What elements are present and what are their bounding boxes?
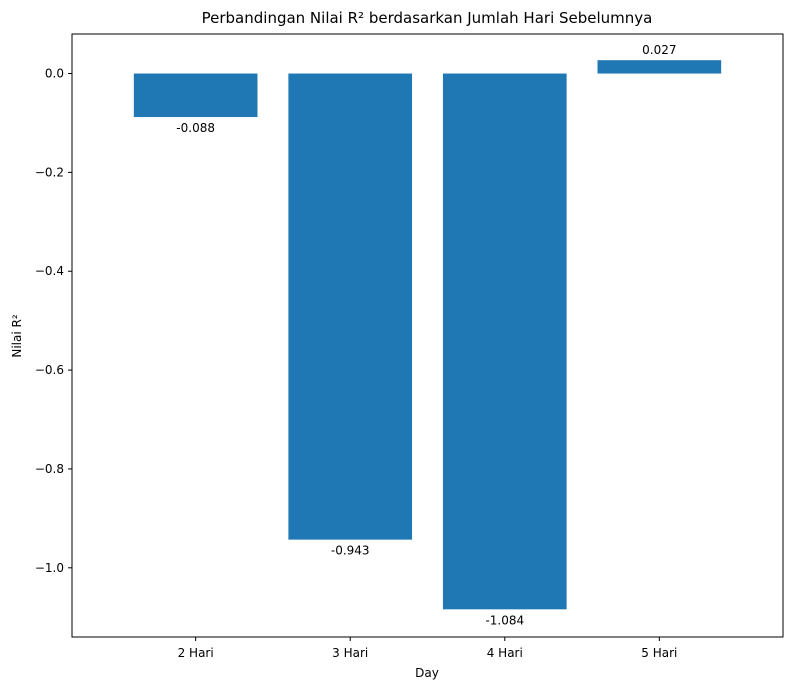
x-tick-label: 5 Hari — [641, 646, 677, 660]
y-tick-label: 0.0 — [45, 67, 64, 81]
bar-value-label: -1.084 — [485, 613, 524, 627]
bar-value-label: -0.088 — [176, 121, 215, 135]
y-axis-title: Nilai R² — [10, 314, 24, 357]
x-axis-title: Day — [415, 666, 439, 680]
chart-title: Perbandingan Nilai R² berdasarkan Jumlah… — [202, 9, 653, 27]
value-labels-group: -0.088 -0.943 -1.084 0.027 — [176, 43, 676, 627]
y-axis: 0.0 −0.2 −0.4 −0.6 −0.8 −1.0 — [35, 67, 72, 575]
x-tick-label: 4 Hari — [487, 646, 523, 660]
bar-value-label: -0.943 — [331, 544, 370, 558]
y-tick-label: −0.6 — [35, 363, 64, 377]
bar-value-label: 0.027 — [642, 43, 676, 57]
y-tick-label: −0.4 — [35, 264, 64, 278]
bar-4-hari — [442, 73, 567, 610]
y-tick-label: −0.8 — [35, 462, 64, 476]
bar-3-hari — [288, 73, 413, 540]
bars-group — [133, 60, 722, 610]
bar-5-hari — [597, 60, 722, 74]
x-axis: 2 Hari 3 Hari 4 Hari 5 Hari — [178, 637, 677, 660]
bar-2-hari — [133, 73, 258, 118]
y-tick-label: −1.0 — [35, 561, 64, 575]
y-tick-label: −0.2 — [35, 165, 64, 179]
x-tick-label: 2 Hari — [178, 646, 214, 660]
x-tick-label: 3 Hari — [332, 646, 368, 660]
plot-area-frame — [71, 33, 784, 638]
